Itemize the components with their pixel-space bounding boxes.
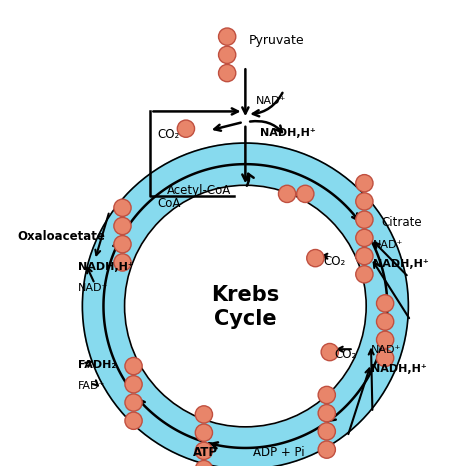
Circle shape (195, 460, 212, 476)
Text: CO₂: CO₂ (323, 254, 345, 267)
Circle shape (219, 47, 236, 64)
Text: NADH,H⁺: NADH,H⁺ (260, 127, 316, 137)
Text: FAD⁺: FAD⁺ (78, 380, 105, 390)
Circle shape (114, 200, 131, 217)
Circle shape (376, 350, 394, 367)
Circle shape (356, 193, 373, 210)
Text: ATP: ATP (192, 446, 218, 458)
Text: NAD⁺: NAD⁺ (256, 96, 286, 106)
Circle shape (356, 175, 373, 192)
Circle shape (321, 344, 338, 361)
Circle shape (297, 186, 314, 203)
Circle shape (376, 295, 394, 312)
Text: FADH₂: FADH₂ (78, 359, 116, 369)
Circle shape (125, 394, 142, 411)
Circle shape (376, 313, 394, 330)
Circle shape (195, 424, 212, 441)
Circle shape (82, 144, 409, 469)
Text: CO₂: CO₂ (157, 128, 180, 141)
Circle shape (307, 250, 324, 267)
Circle shape (318, 405, 336, 422)
Circle shape (356, 248, 373, 265)
Text: NAD⁺: NAD⁺ (373, 239, 403, 249)
Circle shape (195, 406, 212, 423)
Text: NAD⁺: NAD⁺ (78, 282, 108, 292)
Text: CoA: CoA (158, 197, 181, 209)
Circle shape (318, 387, 336, 404)
Text: NADH,H⁺: NADH,H⁺ (371, 364, 427, 374)
Text: Oxaloacetate: Oxaloacetate (18, 229, 105, 242)
Text: Citrate: Citrate (382, 215, 422, 228)
Text: Pyruvate: Pyruvate (248, 34, 304, 47)
Text: NADH,H⁺: NADH,H⁺ (373, 258, 428, 268)
Text: NAD⁺: NAD⁺ (371, 345, 401, 355)
Text: ADP + Pi: ADP + Pi (253, 446, 305, 458)
Circle shape (219, 65, 236, 82)
Circle shape (356, 230, 373, 247)
Circle shape (114, 236, 131, 253)
Text: Krebs
Cycle: Krebs Cycle (211, 285, 280, 328)
Circle shape (177, 121, 194, 138)
Circle shape (125, 376, 142, 393)
Circle shape (278, 186, 296, 203)
Circle shape (318, 441, 336, 458)
Circle shape (318, 423, 336, 440)
Text: CO₂: CO₂ (335, 348, 357, 361)
Circle shape (356, 212, 373, 229)
Text: Acetyl-CoA: Acetyl-CoA (167, 183, 231, 196)
Circle shape (125, 186, 366, 427)
Circle shape (114, 254, 131, 271)
Text: NADH,H⁺: NADH,H⁺ (78, 261, 133, 271)
Circle shape (356, 266, 373, 283)
Circle shape (114, 218, 131, 235)
Circle shape (125, 357, 142, 375)
Circle shape (219, 29, 236, 46)
Circle shape (195, 442, 212, 459)
Circle shape (125, 412, 142, 429)
Circle shape (376, 331, 394, 349)
